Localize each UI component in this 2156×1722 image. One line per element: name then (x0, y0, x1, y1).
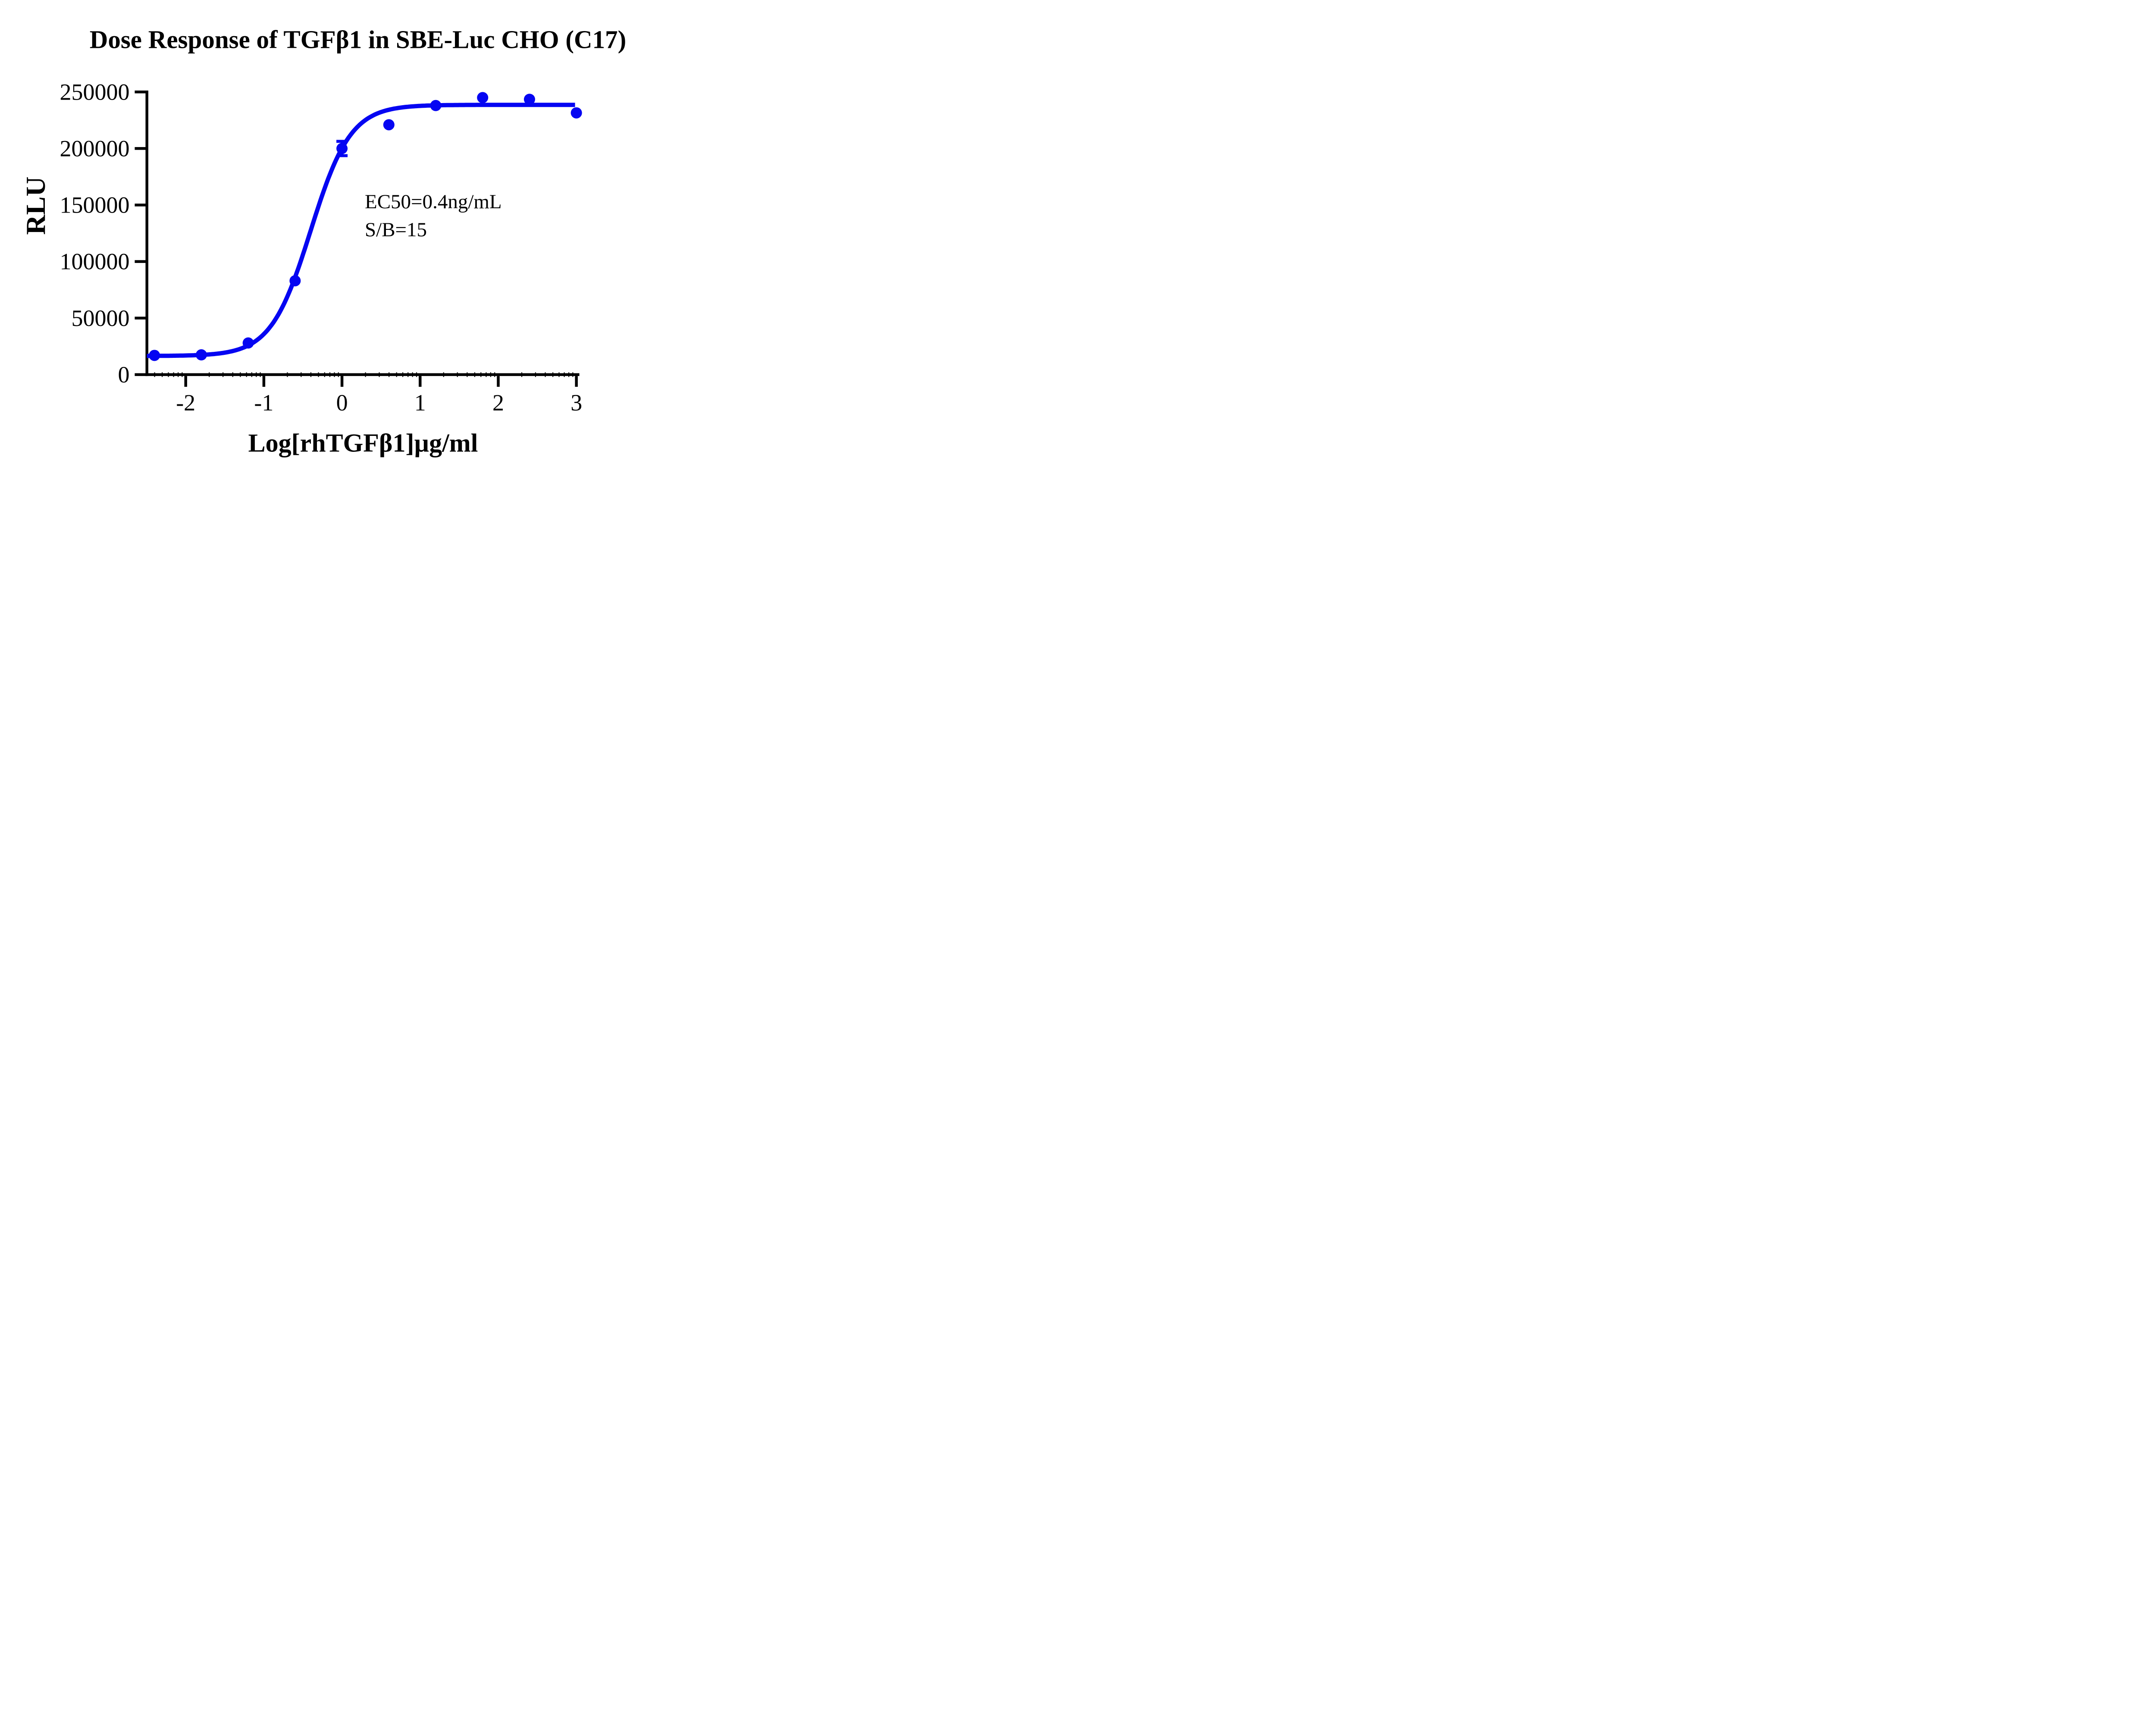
x-tick-label: 2 (492, 390, 504, 416)
chart-canvas: -2 -1 0 1 2 3 0 50000 100000 150000 200000 250000 D… (0, 0, 666, 476)
data-point (149, 350, 160, 361)
y-tick-label: 200000 (60, 135, 129, 161)
fit-curve (146, 103, 576, 358)
data-point (570, 107, 582, 119)
x-tick-label: -1 (254, 390, 273, 416)
ec50-annotation: EC50=0.4ng/mL (365, 191, 502, 213)
y-tick-label: 0 (118, 362, 129, 388)
y-tick-label: 250000 (60, 79, 129, 105)
x-tick-label: 1 (414, 390, 426, 416)
x-axis-title: Log[rhTGFβ1]µg/ml (248, 429, 478, 457)
x-tick-label: -2 (176, 390, 195, 416)
y-tick-label: 150000 (60, 192, 129, 218)
x-tick-label: 3 (570, 390, 582, 416)
data-point (523, 94, 535, 105)
y-axis-title: RLU (20, 176, 51, 235)
data-point (195, 349, 207, 361)
y-tick-label: 100000 (60, 249, 129, 275)
fit-annotation: EC50=0.4ng/mL S/B=15 (365, 188, 502, 244)
data-point (477, 92, 489, 103)
chart-title: Dose Response of TGFβ1 in SBE-Luc CHO (C… (89, 25, 627, 54)
y-tick-label: 50000 (71, 305, 129, 331)
data-point (336, 143, 348, 154)
data-point (289, 275, 301, 287)
data-point (383, 119, 395, 131)
data-point (430, 100, 442, 111)
signal-background-annotation: S/B=15 (365, 219, 427, 241)
plot-area: -2 -1 0 1 2 3 0 50000 100000 150000 200000 250000 (60, 79, 582, 416)
x-tick-label: 0 (336, 390, 348, 416)
data-point (242, 337, 254, 349)
